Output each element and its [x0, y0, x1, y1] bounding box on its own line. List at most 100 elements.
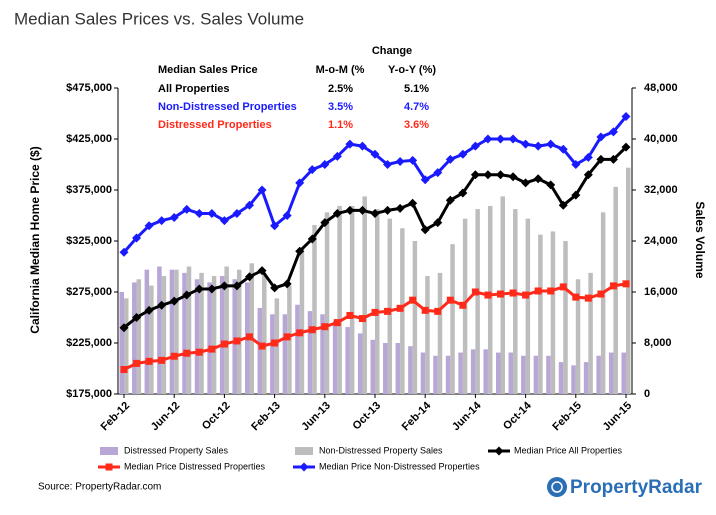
line-marker	[308, 326, 316, 334]
bar	[161, 276, 167, 394]
line-marker	[270, 283, 280, 293]
bar	[257, 307, 263, 394]
y2-tick-label: 48,000	[644, 82, 678, 94]
y2-tick-label: 32,000	[644, 184, 678, 196]
table-cell: 3.5%	[328, 101, 353, 113]
bar	[169, 269, 175, 394]
bar	[596, 355, 601, 394]
line-marker	[559, 283, 567, 291]
line-marker	[271, 339, 279, 347]
line-marker	[471, 288, 479, 296]
bar	[575, 279, 581, 394]
line-marker	[282, 279, 292, 289]
line-marker	[182, 290, 192, 300]
y2-tick-label: 8,000	[644, 337, 672, 349]
bar	[600, 212, 606, 394]
bar	[420, 352, 426, 394]
logo-text: PropertyRadar	[570, 477, 703, 498]
line-marker	[283, 333, 291, 341]
line-marker	[571, 190, 581, 200]
line-marker	[408, 155, 418, 165]
line-marker	[194, 284, 204, 294]
y2-tick-label: 16,000	[644, 286, 678, 298]
line-marker	[496, 170, 505, 180]
line-marker	[396, 304, 404, 312]
line-marker	[534, 287, 542, 295]
bar	[232, 279, 237, 394]
bar	[475, 209, 480, 394]
line-marker	[521, 178, 531, 188]
line-marker	[383, 160, 393, 169]
bar	[312, 225, 317, 394]
table-cell: 5.1%	[404, 83, 429, 95]
bar	[349, 205, 355, 394]
bar	[588, 272, 593, 394]
chart-title: Median Sales Prices vs. Sales Volume	[14, 9, 304, 28]
line-marker	[433, 168, 443, 178]
line-marker	[420, 225, 430, 235]
bar	[295, 304, 300, 394]
bar	[262, 272, 267, 394]
table-column: Median Sales Price	[158, 64, 258, 76]
line-marker	[157, 216, 167, 226]
line-marker	[546, 139, 556, 149]
bar	[533, 355, 539, 394]
y-tick-label: $225,000	[66, 337, 112, 349]
bar	[513, 209, 518, 394]
bar	[546, 355, 551, 394]
line-marker	[257, 266, 267, 276]
line-marker	[547, 287, 555, 295]
x-tick-label: Jun-14	[450, 399, 484, 433]
line-marker	[584, 294, 592, 302]
line-marker	[133, 359, 141, 367]
table-column: M-o-M (%	[316, 64, 365, 76]
bar	[345, 327, 350, 394]
legend-label: Non-Distressed Property Sales	[319, 445, 443, 455]
x-tick-label: Oct-13	[350, 400, 383, 433]
table-cell: 3.6%	[404, 119, 429, 131]
table-cell: 2.5%	[328, 83, 353, 95]
line-marker	[357, 141, 367, 151]
bar	[412, 241, 418, 394]
line-marker	[371, 308, 379, 316]
bar	[538, 234, 543, 394]
legend-marker	[299, 462, 309, 472]
line-marker	[608, 154, 618, 164]
x-tick-label: Jun-12	[149, 400, 183, 434]
legend-label: Median Price Non-Distressed Properties	[319, 461, 480, 471]
bar	[149, 285, 154, 394]
line-marker	[409, 296, 417, 304]
line-marker	[346, 311, 354, 319]
bar	[445, 355, 451, 394]
x-tick-label: Feb-14	[400, 399, 434, 433]
line-marker	[383, 205, 393, 215]
line-marker	[596, 132, 606, 142]
bar	[395, 343, 401, 394]
line-marker	[295, 246, 305, 256]
line-marker	[445, 195, 455, 205]
logo-icon	[547, 477, 567, 497]
line-marker	[170, 352, 178, 360]
bar	[144, 269, 150, 394]
bar	[236, 269, 242, 394]
line-marker	[458, 188, 468, 198]
y-tick-label: $475,000	[66, 82, 112, 94]
line-marker	[208, 345, 216, 353]
line-marker	[120, 366, 128, 374]
line-marker	[282, 211, 292, 220]
line-marker	[508, 172, 518, 182]
line-marker	[307, 165, 317, 175]
bar	[224, 266, 229, 394]
line-marker	[345, 139, 355, 149]
line-marker	[597, 290, 605, 298]
line-marker	[157, 300, 167, 310]
line-marker	[296, 329, 304, 337]
line-marker	[508, 134, 518, 144]
line-marker	[621, 142, 631, 152]
table-row-label: Non-Distressed Properties	[158, 101, 297, 113]
line-marker	[470, 141, 480, 151]
bar	[525, 218, 531, 394]
y2-tick-label: 40,000	[644, 133, 678, 145]
line-marker	[609, 282, 617, 290]
line-marker	[169, 213, 179, 223]
